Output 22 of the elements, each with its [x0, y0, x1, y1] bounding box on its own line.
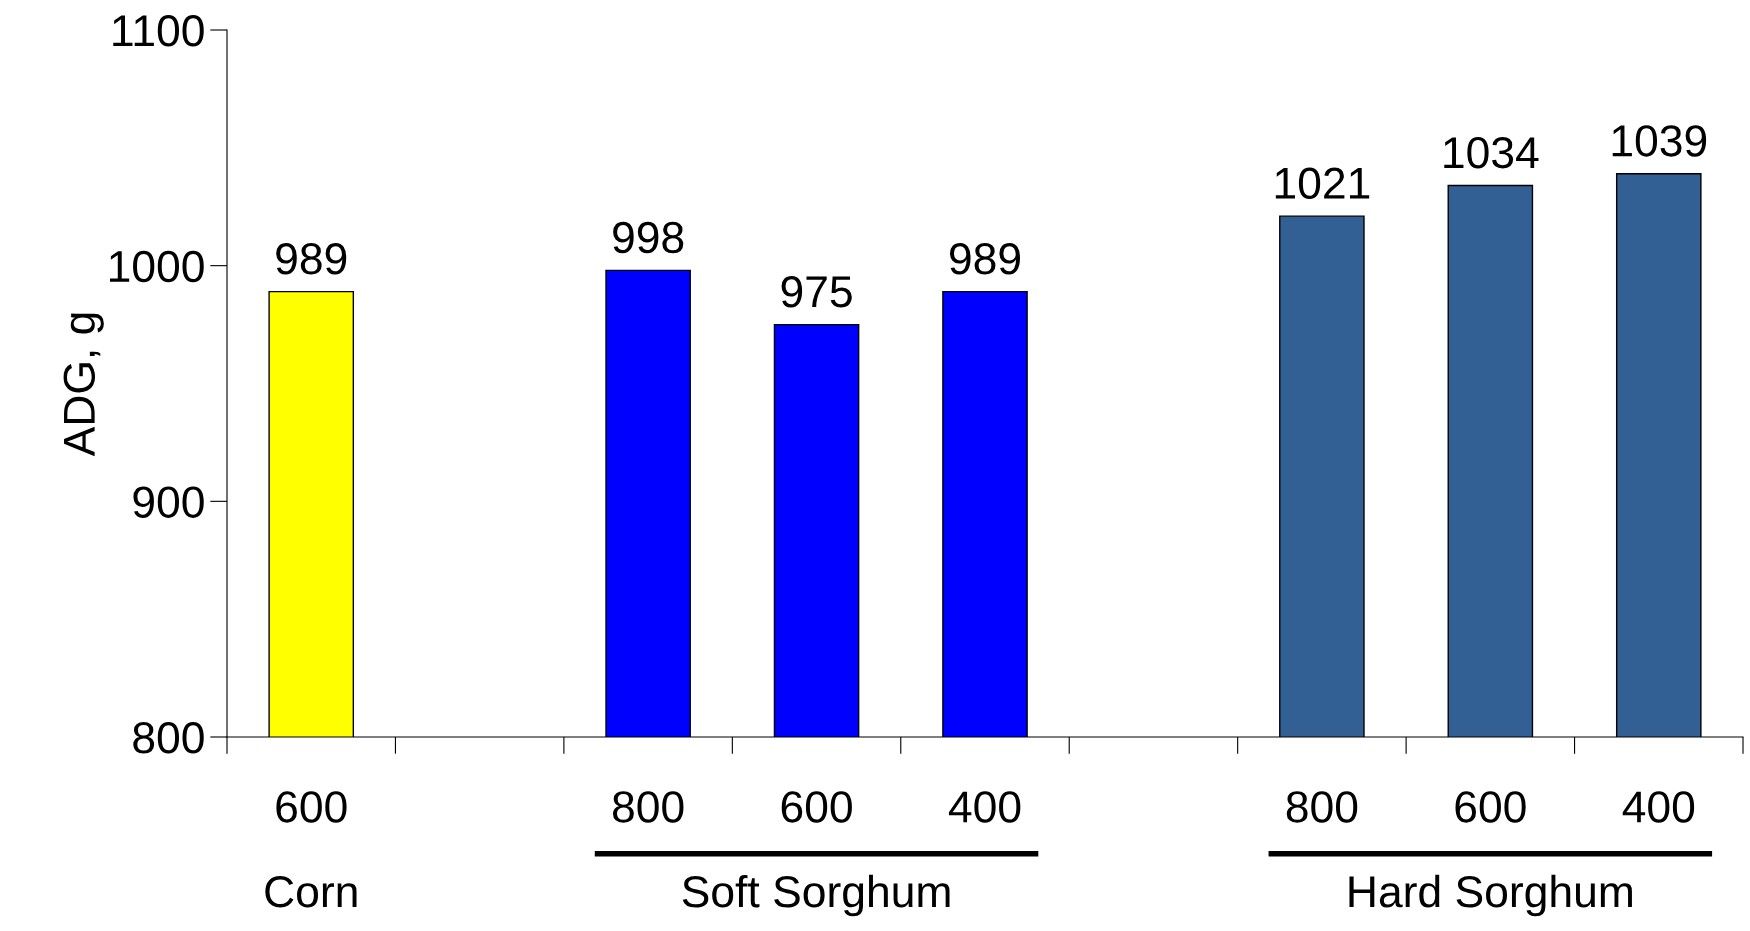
- x-tick-label: 800: [612, 791, 684, 823]
- data-label: 998: [613, 221, 684, 254]
- x-tick-label: 600: [781, 791, 852, 823]
- x-tick-label: 400: [1622, 791, 1695, 823]
- data-label: 1039: [1612, 125, 1707, 157]
- x-tick-label: 800: [1286, 791, 1358, 823]
- data-label: 989: [276, 243, 347, 275]
- y-tick-label: 800: [133, 722, 204, 754]
- x-tick-label: 600: [276, 791, 347, 823]
- data-label: 1034: [1444, 136, 1539, 169]
- y-tick-label: 1000: [110, 250, 204, 283]
- y-tick-label: 900: [133, 486, 204, 518]
- text: Hard Sorghum: [1349, 874, 1632, 917]
- text: Soft Sorghum: [682, 874, 950, 917]
- data-label: 1021: [1275, 167, 1370, 200]
- text: Corn: [265, 876, 357, 908]
- y-axis-title: ADG, g: [63, 313, 104, 457]
- y-tick-label: 1100: [113, 15, 204, 47]
- x-tick-label: 400: [948, 791, 1021, 823]
- data-label: 989: [950, 243, 1020, 275]
- x-tick-label: 600: [1455, 791, 1526, 823]
- data-label: 975: [781, 275, 852, 308]
